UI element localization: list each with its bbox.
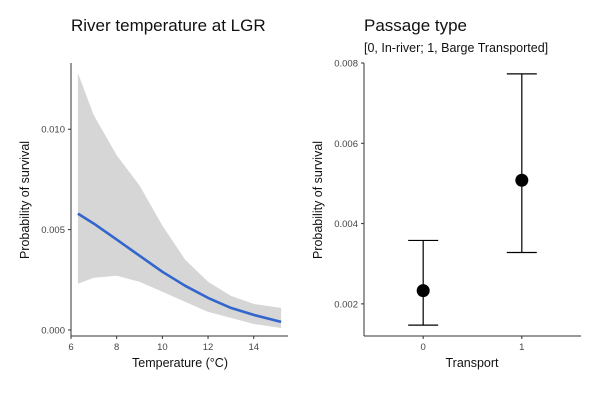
- estimate-point: [416, 284, 430, 298]
- right-y-axis-label: Probability of survival: [311, 141, 325, 259]
- y-tick-label: 0.005: [41, 225, 65, 236]
- survival-trend-line: [77, 212, 282, 324]
- confidence-band: [77, 73, 282, 328]
- left-x-ticks: 6 8 10 12 14: [68, 336, 259, 353]
- y-tick-label: 0.002: [334, 299, 358, 310]
- temperature-panel-title: River temperature at LGR: [71, 16, 266, 35]
- x-tick-label: 1: [519, 342, 524, 353]
- x-tick-label: 8: [114, 342, 119, 353]
- x-tick-label: 0: [421, 342, 426, 353]
- passage-panel-subtitle: [0, In-river; 1, Barge Transported]: [364, 41, 548, 55]
- x-tick-label: 14: [248, 342, 259, 353]
- left-x-axis-label: Temperature (°C): [132, 356, 228, 370]
- y-tick-label: 0.010: [41, 125, 65, 136]
- y-tick-label: 0.006: [334, 139, 358, 150]
- error-bar-marks: [408, 73, 537, 326]
- y-tick-label: 0.000: [41, 325, 65, 336]
- confidence-band-area: [77, 73, 282, 328]
- temperature-panel: River temperature at LGR 0.000 0.005 0.010…: [18, 16, 288, 370]
- right-y-ticks: 0.002 0.004 0.006 0.008: [334, 59, 364, 310]
- x-tick-label: 6: [68, 342, 73, 353]
- estimate-point: [515, 173, 529, 187]
- y-tick-label: 0.008: [334, 59, 358, 70]
- trend-line: [77, 212, 282, 324]
- x-tick-label: 10: [157, 342, 168, 353]
- passage-panel-title: Passage type: [364, 16, 467, 35]
- x-tick-label: 12: [203, 342, 214, 353]
- passage-panel: Passage type [0, In-river; 1, Barge Tran…: [311, 16, 581, 370]
- left-y-ticks: 0.000 0.005 0.010: [41, 125, 71, 336]
- y-tick-label: 0.004: [334, 219, 358, 230]
- left-y-axis-label: Probability of survival: [18, 141, 32, 259]
- right-x-axis-label: Transport: [445, 356, 499, 370]
